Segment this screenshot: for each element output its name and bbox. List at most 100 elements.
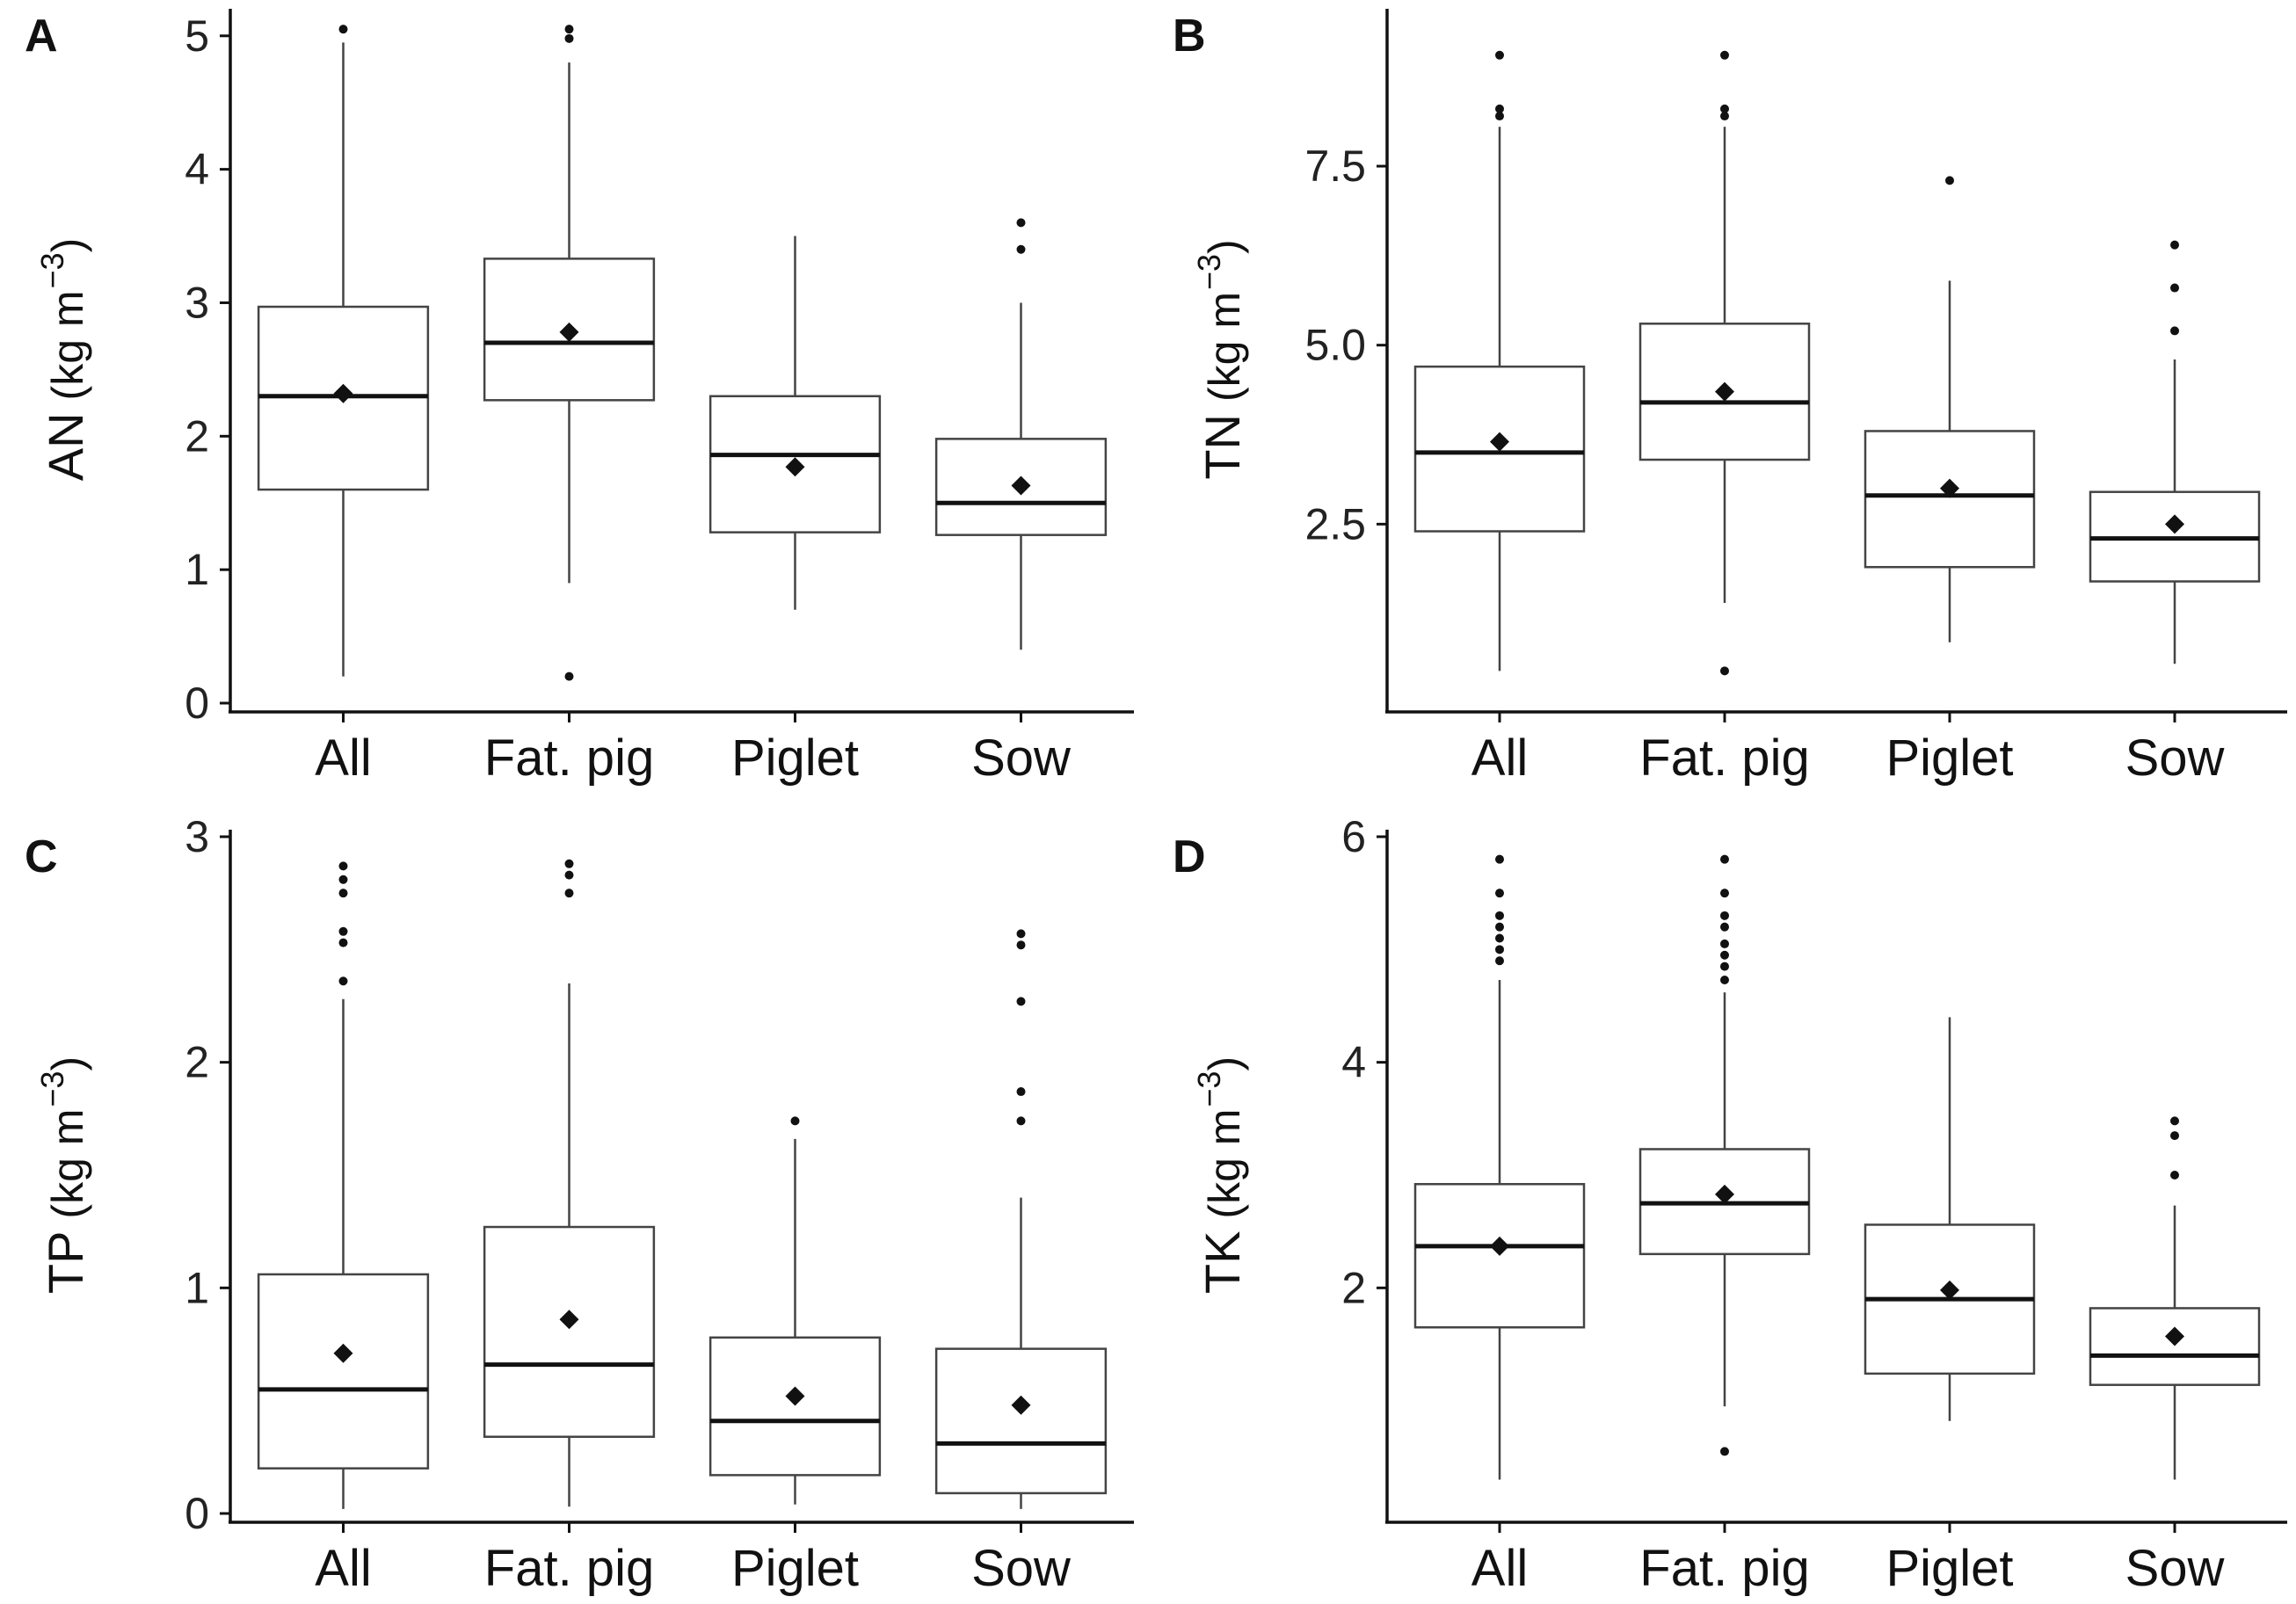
mean-marker bbox=[559, 1310, 579, 1330]
y-tick-label: 1 bbox=[185, 545, 209, 594]
outlier-point bbox=[1016, 997, 1026, 1006]
y-tick-label: 1 bbox=[185, 1263, 209, 1312]
mean-marker bbox=[1490, 1236, 1509, 1256]
outlier-point bbox=[338, 976, 348, 986]
box-iqr bbox=[708, 1336, 882, 1477]
outlier-point bbox=[1720, 939, 1729, 948]
y-tick-label: 2 bbox=[185, 1038, 209, 1087]
panel-letter: B bbox=[1173, 11, 1206, 62]
box-piglet bbox=[1864, 176, 2036, 642]
outlier-point bbox=[1720, 104, 1729, 113]
box-all bbox=[257, 25, 430, 677]
outlier-point bbox=[2170, 283, 2179, 293]
mean-marker bbox=[1011, 475, 1031, 496]
y-axis-close-paren: ) bbox=[43, 1056, 92, 1071]
x-tick-label-piglet: Piglet bbox=[731, 729, 859, 787]
mean-marker bbox=[333, 383, 353, 403]
outlier-point bbox=[1720, 1447, 1729, 1456]
outlier-point bbox=[1495, 911, 1504, 920]
box-fat-pig bbox=[1638, 854, 1811, 1456]
panel-a: A 0 1 2 3 4 5 AN (kg m−3) All Fat. pig Piglet Sow bbox=[0, 0, 1148, 802]
x-tick-label-sow: Sow bbox=[971, 1540, 1072, 1597]
x-tick-label-sow: Sow bbox=[971, 729, 1072, 787]
box-sow bbox=[934, 218, 1108, 650]
y-axis-variable: TP bbox=[38, 1231, 93, 1295]
y-tick-label: 2 bbox=[185, 411, 209, 461]
outlier-point bbox=[2170, 1171, 2179, 1179]
box-sow bbox=[934, 929, 1108, 1509]
mean-marker bbox=[785, 1386, 805, 1406]
box-sow bbox=[2089, 240, 2261, 664]
outlier-point bbox=[2170, 1131, 2179, 1141]
y-tick-label: 2 bbox=[1341, 1263, 1366, 1312]
y-axis-unit: (kg m bbox=[1200, 1109, 1249, 1219]
panel-b: B 2.5 5.0 7.5 TN (kg m−3) All Fat. pig Piglet Sow bbox=[1148, 0, 2296, 802]
outlier-point bbox=[1495, 933, 1504, 943]
outlier-point bbox=[1495, 889, 1504, 898]
x-tick-label-piglet: Piglet bbox=[1885, 1540, 2013, 1597]
y-axis-variable: AN bbox=[38, 412, 93, 481]
mean-marker bbox=[2165, 514, 2184, 534]
outlier-point bbox=[1720, 112, 1729, 121]
outlier-point bbox=[1720, 666, 1729, 676]
outlier-point bbox=[1016, 929, 1026, 939]
x-tick-label-fat-pig: Fat. pig bbox=[1639, 729, 1809, 787]
outlier-point bbox=[338, 25, 348, 34]
x-tick-label-all: All bbox=[315, 729, 371, 787]
outlier-point bbox=[564, 671, 574, 681]
y-axis-title: TN (kg m−3) bbox=[1191, 239, 1250, 479]
outlier-point bbox=[564, 859, 574, 868]
box-plot-c: C 0 1 2 3 TP (kg m−3) All Fat. pig Piglet Sow bbox=[25, 812, 1134, 1597]
outlier-point bbox=[338, 889, 348, 898]
mean-marker bbox=[2165, 1326, 2184, 1346]
y-axis-unit: (kg m bbox=[43, 290, 92, 400]
mean-marker bbox=[1940, 478, 1959, 498]
y-tick-label: 0 bbox=[185, 679, 209, 728]
y-axis-close-paren: ) bbox=[43, 238, 92, 253]
y-axis-title: AN (kg m−3) bbox=[34, 238, 93, 482]
outlier-point bbox=[790, 1116, 800, 1126]
outlier-point bbox=[1495, 104, 1504, 113]
box-fat-pig bbox=[483, 859, 656, 1507]
y-axis-exponent: −3 bbox=[34, 1071, 70, 1107]
y-axis-title: TP (kg m−3) bbox=[34, 1056, 93, 1294]
box-plot-d: D 2 4 6 TK (kg m−3) All Fat. pig Piglet Sow bbox=[1173, 812, 2287, 1597]
outlier-point bbox=[564, 889, 574, 898]
outlier-point bbox=[338, 861, 348, 871]
y-tick-label: 3 bbox=[185, 812, 209, 861]
mean-marker bbox=[1715, 381, 1734, 402]
box-all bbox=[1413, 50, 1586, 671]
y-axis-close-paren: ) bbox=[1200, 1056, 1249, 1071]
box-piglet bbox=[708, 236, 882, 610]
x-tick-label-sow: Sow bbox=[2125, 1540, 2226, 1597]
box-iqr bbox=[483, 1225, 656, 1438]
y-axis-close-paren: ) bbox=[1200, 239, 1249, 254]
outlier-point bbox=[1495, 50, 1504, 60]
mean-marker bbox=[559, 322, 579, 342]
panel-c: C 0 1 2 3 TP (kg m−3) All Fat. pig Piglet Sow bbox=[0, 802, 1148, 1604]
y-tick-label: 0 bbox=[185, 1489, 209, 1538]
box-iqr bbox=[257, 1273, 430, 1470]
box-iqr bbox=[934, 1347, 1108, 1495]
box-fat-pig bbox=[1638, 50, 1811, 676]
box-piglet bbox=[1864, 1017, 2036, 1421]
y-axis-exponent: −3 bbox=[1191, 254, 1227, 290]
outlier-point bbox=[1720, 889, 1729, 898]
outlier-point bbox=[2170, 240, 2179, 250]
outlier-point bbox=[564, 870, 574, 880]
y-tick-label: 5 bbox=[185, 11, 209, 61]
y-axis-exponent: −3 bbox=[1191, 1071, 1227, 1107]
outlier-point bbox=[1495, 854, 1504, 864]
panel-letter: D bbox=[1173, 831, 1206, 882]
y-axis-variable: TK bbox=[1195, 1231, 1250, 1295]
outlier-point bbox=[1016, 940, 1026, 950]
outlier-point bbox=[1720, 854, 1729, 864]
x-tick-label-fat-pig: Fat. pig bbox=[484, 1540, 654, 1597]
y-axis-unit: (kg m bbox=[1200, 292, 1249, 402]
y-axis-title: TK (kg m−3) bbox=[1191, 1056, 1250, 1294]
box-plot-b: B 2.5 5.0 7.5 TN (kg m−3) All Fat. pig Piglet Sow bbox=[1173, 9, 2287, 787]
x-tick-label-all: All bbox=[1471, 729, 1528, 787]
outlier-point bbox=[1720, 975, 1729, 984]
outlier-point bbox=[1720, 911, 1729, 920]
outlier-point bbox=[1016, 244, 1026, 254]
